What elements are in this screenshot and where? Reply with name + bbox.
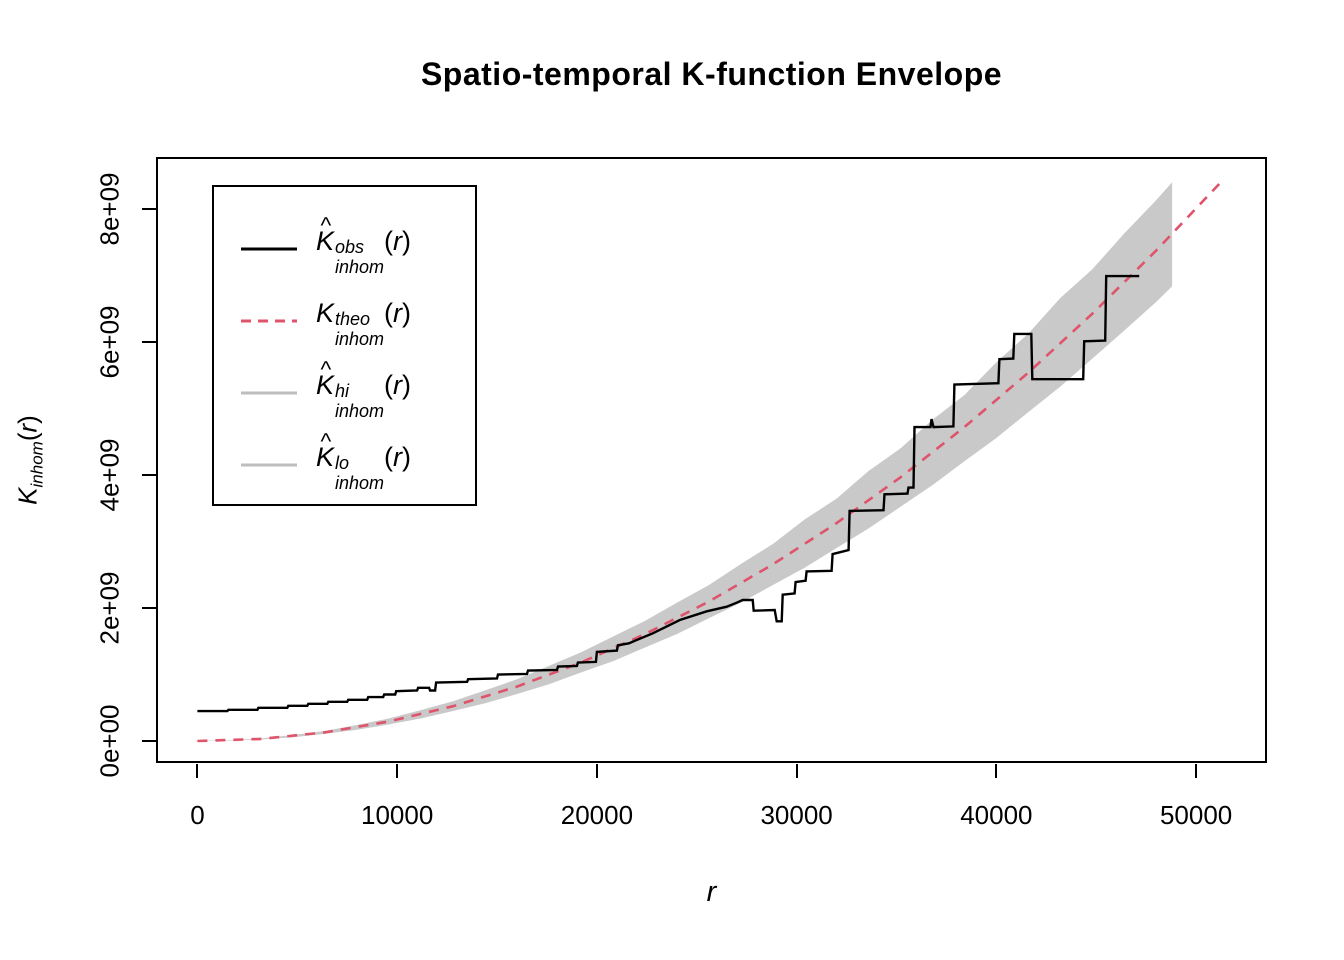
x-tick xyxy=(795,764,798,778)
x-tick xyxy=(995,764,998,778)
hat-accent: ^ xyxy=(320,211,332,238)
y-tick-label: 6e+09 xyxy=(94,305,125,379)
x-tick xyxy=(396,764,399,778)
theoretical-line xyxy=(197,182,1222,743)
y-tick xyxy=(142,340,156,343)
plot-area xyxy=(156,157,1267,763)
legend-scripts: hi inhom xyxy=(335,382,384,420)
y-tick-label: 0e+00 xyxy=(94,704,125,778)
y-tick xyxy=(142,207,156,210)
x-tick-label: 10000 xyxy=(361,800,434,830)
legend-arg: (r) xyxy=(384,369,412,400)
envelope-band xyxy=(197,182,1173,742)
y-tick xyxy=(142,607,156,609)
x-tick xyxy=(196,764,199,778)
x-tick-label: 0 xyxy=(190,800,205,830)
y-axis-label: Kinhom(r) xyxy=(13,415,48,505)
x-tick-label: 50000 xyxy=(1159,800,1233,830)
y-axis-label-sub: inhom xyxy=(27,441,47,488)
legend-subscript: inhom xyxy=(335,472,385,493)
y-axis-label-paren-open: ( xyxy=(12,432,43,442)
x-tick-label: 20000 xyxy=(560,800,634,830)
observed-line xyxy=(197,274,1140,713)
legend-arg: (r) xyxy=(384,441,412,472)
y-tick-label: 2e+09 xyxy=(94,571,125,645)
hat-accent: ^ xyxy=(320,427,332,454)
legend-line-lo xyxy=(241,463,297,467)
x-tick-label: 40000 xyxy=(960,800,1033,830)
legend-scripts: obs inhom xyxy=(335,238,384,276)
legend-k-base: ^ K xyxy=(316,211,335,256)
y-tick-label: 4e+09 xyxy=(94,438,125,512)
y-tick-label: 8e+09 xyxy=(94,172,125,246)
legend-subscript: inhom xyxy=(335,256,385,277)
legend-line-obs xyxy=(241,247,297,251)
legend-superscript: hi xyxy=(335,380,350,401)
legend-k-base: K xyxy=(316,297,335,328)
x-tick xyxy=(1195,764,1198,778)
y-axis-label-paren-close: ) xyxy=(12,415,43,424)
legend-subscript: inhom xyxy=(335,328,385,349)
legend-k-base: ^ K xyxy=(316,355,335,400)
legend-arg: (r) xyxy=(384,225,412,256)
y-axis-label-base: K xyxy=(12,487,43,505)
plot-border xyxy=(156,157,1267,763)
legend-scripts: theo inhom xyxy=(335,310,384,348)
y-axis-label-arg: r xyxy=(12,423,43,433)
x-axis-label: r xyxy=(706,876,717,908)
y-tick xyxy=(142,473,156,476)
legend-superscript: obs xyxy=(335,236,365,257)
x-tick-label: 30000 xyxy=(760,800,833,830)
legend-arg: (r) xyxy=(384,297,412,328)
legend-line-theo xyxy=(241,319,297,323)
legend-superscript: lo xyxy=(335,452,350,473)
hat-accent: ^ xyxy=(320,355,332,382)
y-tick xyxy=(142,740,156,743)
legend-k-base: ^ K xyxy=(316,427,335,472)
legend-subscript: inhom xyxy=(335,400,385,421)
legend-scripts: lo inhom xyxy=(335,454,384,492)
legend-superscript: theo xyxy=(335,308,371,329)
chart-title: Spatio-temporal K-function Envelope xyxy=(420,56,1003,92)
legend-line-hi xyxy=(241,391,297,395)
x-tick xyxy=(595,764,598,778)
